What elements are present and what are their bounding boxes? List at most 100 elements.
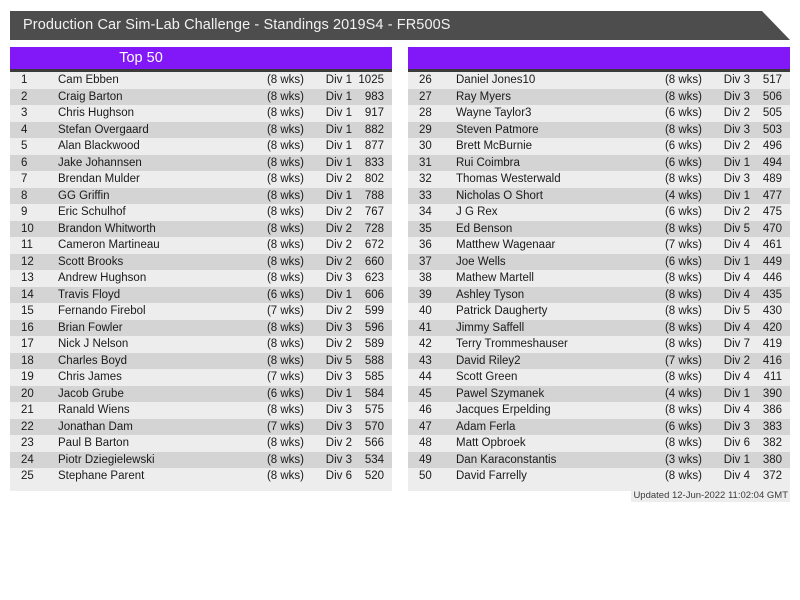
table-row[interactable]: 20 Jacob Grube (6 wks) Div 1 584 — [10, 385, 392, 402]
table-row[interactable]: 10 Brandon Whitworth (8 wks) Div 2 728 — [10, 220, 392, 237]
standings-panel-left: Top 50 1 Cam Ebben (8 wks) Div 1 1025 2 Craig … — [10, 47, 392, 491]
table-row[interactable]: 48 Matt Opbroek (8 wks) Div 6 382 — [408, 435, 790, 452]
cell-rank: 15 — [21, 305, 34, 317]
cell-driver-name: Paul B Barton — [58, 437, 129, 449]
cell-points: 419 — [762, 338, 782, 350]
table-row[interactable]: 21 Ranald Wiens (8 wks) Div 3 575 — [10, 402, 392, 419]
cell-points: 599 — [364, 305, 384, 317]
cell-points: 494 — [762, 156, 782, 169]
table-row[interactable]: 45 Pawel Szymanek (4 wks) Div 1 390 — [408, 385, 790, 402]
cell-driver-name: David Riley2 — [456, 354, 521, 367]
table-row[interactable]: 24 Piotr Dziegielewski (8 wks) Div 3 534 — [10, 451, 392, 468]
cell-rank: 3 — [21, 107, 28, 119]
table-row[interactable]: 41 Jimmy Saffell (8 wks) Div 4 420 — [408, 319, 790, 336]
cell-weeks: (8 wks) — [266, 107, 304, 119]
cell-driver-name: Ray Myers — [456, 90, 511, 103]
cell-weeks: (8 wks) — [266, 74, 304, 86]
table-row[interactable]: 22 Jonathan Dam (7 wks) Div 3 570 — [10, 418, 392, 435]
table-row[interactable]: 36 Matthew Wagenaar (7 wks) Div 4 461 — [408, 237, 790, 254]
table-row[interactable]: 35 Ed Benson (8 wks) Div 5 470 — [408, 220, 790, 237]
cell-division: Div 1 — [325, 288, 352, 301]
table-row[interactable]: 31 Rui Coimbra (6 wks) Div 1 494 — [408, 154, 790, 171]
table-row[interactable]: 16 Brian Fowler (8 wks) Div 3 596 — [10, 319, 392, 336]
table-row[interactable]: 7 Brendan Mulder (8 wks) Div 2 802 — [10, 171, 392, 188]
table-row[interactable]: 30 Brett McBurnie (6 wks) Div 2 496 — [408, 138, 790, 155]
cell-weeks: (7 wks) — [266, 420, 304, 433]
table-row[interactable]: 34 J G Rex (6 wks) Div 2 475 — [408, 204, 790, 221]
table-row[interactable]: 17 Nick J Nelson (8 wks) Div 2 589 — [10, 336, 392, 353]
table-row[interactable]: 40 Patrick Daugherty (8 wks) Div 5 430 — [408, 303, 790, 320]
cell-division: Div 1 — [723, 387, 750, 400]
cell-division: Div 1 — [325, 156, 352, 169]
table-row[interactable]: 49 Dan Karaconstantis (3 wks) Div 1 380 — [408, 451, 790, 468]
cell-weeks: (8 wks) — [664, 371, 702, 383]
table-row[interactable]: 46 Jacques Erpelding (8 wks) Div 4 386 — [408, 402, 790, 419]
cell-driver-name: Rui Coimbra — [456, 156, 520, 169]
cell-division: Div 2 — [325, 173, 352, 185]
table-row[interactable]: 5 Alan Blackwood (8 wks) Div 1 877 — [10, 138, 392, 155]
table-row[interactable]: 3 Chris Hughson (8 wks) Div 1 917 — [10, 105, 392, 122]
cell-rank: 38 — [419, 272, 432, 284]
table-row[interactable]: 18 Charles Boyd (8 wks) Div 5 588 — [10, 352, 392, 369]
table-row[interactable]: 29 Steven Patmore (8 wks) Div 3 503 — [408, 121, 790, 138]
table-row[interactable]: 47 Adam Ferla (6 wks) Div 3 383 — [408, 418, 790, 435]
table-row[interactable]: 4 Stefan Overgaard (8 wks) Div 1 882 — [10, 121, 392, 138]
cell-driver-name: Brendan Mulder — [58, 173, 140, 185]
table-row[interactable]: 2 Craig Barton (8 wks) Div 1 983 — [10, 88, 392, 105]
cell-division: Div 3 — [325, 404, 352, 416]
cell-points: 623 — [364, 272, 384, 284]
cell-driver-name: Mathew Martell — [456, 272, 534, 284]
table-row[interactable]: 11 Cameron Martineau (8 wks) Div 2 672 — [10, 237, 392, 254]
table-row[interactable]: 44 Scott Green (8 wks) Div 4 411 — [408, 369, 790, 386]
cell-division: Div 3 — [723, 74, 750, 86]
table-row[interactable]: 38 Mathew Martell (8 wks) Div 4 446 — [408, 270, 790, 287]
cell-rank: 47 — [419, 420, 432, 433]
table-row[interactable]: 13 Andrew Hughson (8 wks) Div 3 623 — [10, 270, 392, 287]
cell-rank: 34 — [419, 206, 432, 218]
cell-points: 877 — [364, 140, 384, 152]
cell-weeks: (6 wks) — [266, 288, 304, 301]
cell-points: 503 — [762, 123, 782, 136]
cell-points: 477 — [762, 189, 782, 202]
table-row[interactable]: 33 Nicholas O Short (4 wks) Div 1 477 — [408, 187, 790, 204]
table-row[interactable]: 39 Ashley Tyson (8 wks) Div 4 435 — [408, 286, 790, 303]
cell-driver-name: Brian Fowler — [58, 321, 123, 334]
cell-rank: 17 — [21, 338, 34, 350]
table-row[interactable]: 8 GG Griffin (8 wks) Div 1 788 — [10, 187, 392, 204]
cell-weeks: (8 wks) — [266, 90, 304, 103]
table-row[interactable]: 42 Terry Trommeshauser (8 wks) Div 7 419 — [408, 336, 790, 353]
table-row[interactable]: 25 Stephane Parent (8 wks) Div 6 520 — [10, 468, 392, 485]
cell-driver-name: Brett McBurnie — [456, 140, 533, 152]
table-row[interactable]: 32 Thomas Westerwald (8 wks) Div 3 489 — [408, 171, 790, 188]
cell-weeks: (8 wks) — [266, 272, 304, 284]
cell-points: 475 — [762, 206, 782, 218]
table-row[interactable]: 23 Paul B Barton (8 wks) Div 2 566 — [10, 435, 392, 452]
table-row[interactable]: 12 Scott Brooks (8 wks) Div 2 660 — [10, 253, 392, 270]
cell-weeks: (8 wks) — [664, 338, 702, 350]
table-row[interactable]: 43 David Riley2 (7 wks) Div 2 416 — [408, 352, 790, 369]
cell-rank: 2 — [21, 90, 28, 103]
table-row[interactable]: 9 Eric Schulhof (8 wks) Div 2 767 — [10, 204, 392, 221]
table-row[interactable]: 1 Cam Ebben (8 wks) Div 1 1025 — [10, 72, 392, 89]
cell-points: 802 — [364, 173, 384, 185]
table-row[interactable]: 6 Jake Johannsen (8 wks) Div 1 833 — [10, 154, 392, 171]
cell-rank: 5 — [21, 140, 28, 152]
table-row[interactable]: 15 Fernando Firebol (7 wks) Div 2 599 — [10, 303, 392, 320]
standings-table-left: 1 Cam Ebben (8 wks) Div 1 1025 2 Craig Barton(… — [10, 72, 392, 485]
cell-driver-name: J G Rex — [456, 206, 498, 218]
table-row[interactable]: 27 Ray Myers (8 wks) Div 3 506 — [408, 88, 790, 105]
cell-weeks: (8 wks) — [664, 437, 702, 449]
table-row[interactable]: 14 Travis Floyd (6 wks) Div 1 606 — [10, 286, 392, 303]
table-row[interactable]: 26 Daniel Jones10 (8 wks) Div 3 517 — [408, 72, 790, 89]
cell-points: 833 — [364, 156, 384, 169]
table-row[interactable]: 19 Chris James (7 wks) Div 3 585 — [10, 369, 392, 386]
cell-weeks: (8 wks) — [266, 354, 304, 367]
cell-rank: 25 — [21, 470, 34, 482]
table-row[interactable]: 50 David Farrelly (8 wks) Div 4 372 — [408, 468, 790, 485]
cell-rank: 27 — [419, 90, 432, 103]
table-row[interactable]: 28 Wayne Taylor3 (6 wks) Div 2 505 — [408, 105, 790, 122]
table-row[interactable]: 37 Joe Wells (6 wks) Div 1 449 — [408, 253, 790, 270]
cell-points: 411 — [763, 371, 782, 383]
cell-driver-name: Wayne Taylor3 — [456, 107, 532, 119]
page-title: Production Car Sim-Lab Challenge - Stand… — [23, 17, 451, 33]
